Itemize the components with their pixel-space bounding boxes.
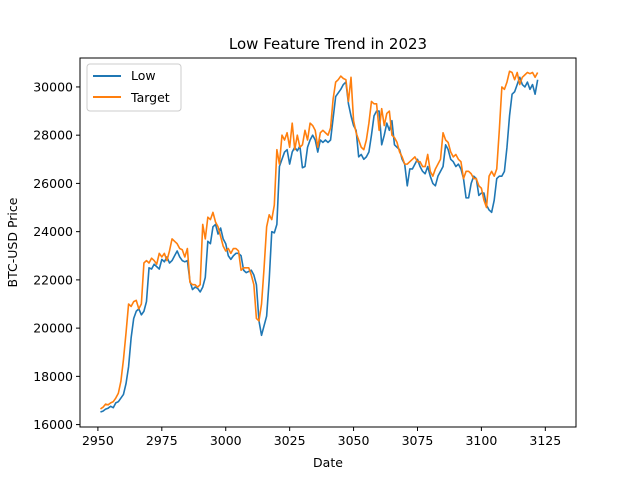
x-tick-label: 3100 <box>465 433 497 448</box>
y-axis: 16000 18000 20000 22000 24000 26000 28000 30000 <box>33 79 80 432</box>
y-tick-label: 28000 <box>33 128 73 143</box>
series-line-low <box>100 76 539 413</box>
x-tick-label: 2975 <box>146 433 178 448</box>
x-axis-label: Date <box>313 455 343 470</box>
x-axis: 2950 2975 3000 3025 3050 3075 3100 3125 <box>82 427 561 448</box>
plot-frame <box>79 57 577 428</box>
y-tick-label: 20000 <box>33 321 73 336</box>
x-tick-label: 2950 <box>82 433 114 448</box>
y-tick-label: 18000 <box>33 369 73 384</box>
legend-label-low: Low <box>131 68 156 83</box>
x-tick-label: 3050 <box>338 433 370 448</box>
series-line-target <box>100 70 539 410</box>
legend: Low Target <box>86 63 182 112</box>
chart-title: Low Feature Trend in 2023 <box>229 35 427 53</box>
y-tick-label: 16000 <box>33 417 73 432</box>
x-tick-label: 3075 <box>402 433 434 448</box>
y-tick-label: 22000 <box>33 272 73 287</box>
x-tick-label: 3025 <box>274 433 306 448</box>
y-tick-label: 30000 <box>33 79 73 94</box>
y-axis-label: BTC-USD Price <box>5 197 20 287</box>
series-layer <box>100 70 539 413</box>
y-tick-label: 26000 <box>33 176 73 191</box>
y-tick-label: 24000 <box>33 224 73 239</box>
x-tick-label: 3125 <box>529 433 561 448</box>
x-tick-label: 3000 <box>210 433 242 448</box>
legend-label-target: Target <box>130 90 170 105</box>
